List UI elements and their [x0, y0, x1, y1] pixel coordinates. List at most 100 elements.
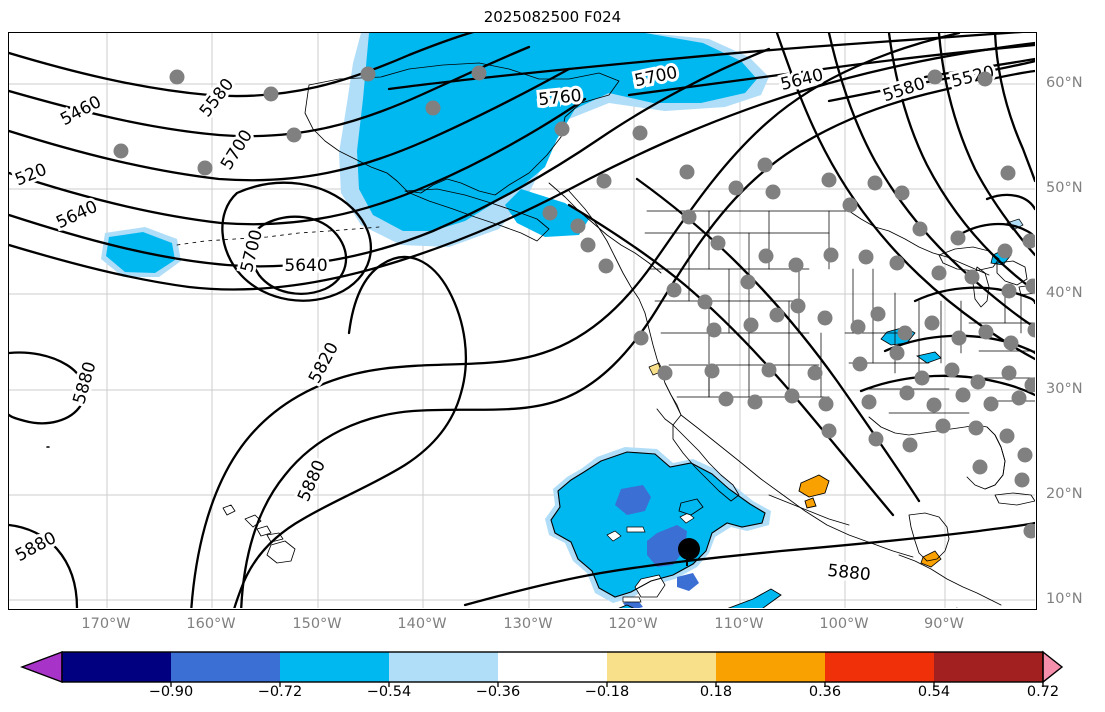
station-dot: [983, 396, 999, 412]
station-dot: [821, 423, 837, 439]
map-container: 5460 5460 5580 5580 5700 5700 520 520 5640 5640 57…: [8, 32, 1037, 610]
colorbar-container[interactable]: [0, 648, 1105, 712]
station-dot: [740, 274, 756, 290]
station-dot: [868, 431, 884, 447]
station-dot: [897, 325, 913, 341]
station-dot: [679, 164, 695, 180]
contour-5820: [190, 33, 961, 608]
contour-label-text: 5460: [57, 92, 105, 130]
colorbar-tick-label-4: −0.18: [584, 684, 630, 700]
station-dot: [852, 356, 868, 372]
lat-tick-label-4: 20°N: [1046, 486, 1083, 502]
shade-epac-sat3: [678, 498, 704, 516]
coast-mexico-west: [680, 414, 914, 558]
coast-bc: [568, 190, 646, 314]
shade-epac-sliver2: [622, 596, 642, 603]
contour-label-text: 5640: [284, 256, 327, 276]
colorbar-extend-low: [20, 650, 63, 684]
station-dot: [823, 247, 839, 263]
station-dot: [596, 173, 612, 189]
station-dot: [633, 330, 649, 346]
lat-tick-label-5: 10°N: [1046, 591, 1083, 607]
contour-label-text: 5880: [826, 561, 871, 585]
lon-tick-label-2: 150°W: [292, 616, 342, 632]
station-dot: [842, 197, 858, 213]
colorbar-segment-5: [607, 652, 716, 682]
shade-epac-hole: [634, 574, 666, 598]
colorbar-tick-label-1: −0.72: [257, 684, 303, 700]
shade-epac-sliver1: [626, 526, 646, 533]
colorbar-tick-label-3: −0.36: [475, 684, 521, 700]
station-dot: [632, 125, 648, 141]
station-dot: [788, 257, 804, 273]
lon-tick-label-4: 130°W: [503, 616, 553, 632]
station-dot: [757, 157, 773, 173]
shade-epac-outline: [550, 451, 766, 598]
station-dot: [955, 387, 971, 403]
shade-epac-sliver4: [679, 512, 695, 524]
coast-se-alaska: [548, 182, 662, 274]
colorbar-tick-label-0: −0.90: [148, 684, 194, 700]
shade-pos-mexico-small: [804, 497, 817, 509]
station-dot: [935, 418, 951, 434]
coast-baja: [672, 424, 740, 502]
lat-tick-label-3: 30°N: [1046, 381, 1083, 397]
station-dot: [972, 459, 988, 475]
colorbar-ticks: [170, 682, 1044, 687]
station-dot: [924, 315, 940, 331]
lake-superior: [938, 246, 1000, 272]
colorbar-segment-4: [498, 652, 607, 682]
lon-tick-label-6: 110°W: [714, 616, 764, 632]
station-dot: [912, 221, 928, 237]
station-dot: [1022, 233, 1035, 249]
station-dot: [1017, 447, 1033, 463]
station-dot: [1025, 278, 1035, 294]
station-dot: [718, 391, 734, 407]
station-dot: [931, 265, 947, 281]
colorbar-segments: [20, 650, 1064, 684]
station-dot: [970, 374, 986, 390]
map-plot-area[interactable]: 5460 5460 5580 5580 5700 5700 520 520 5640 5640 57…: [8, 32, 1037, 610]
contour-label-text: 5580: [196, 75, 238, 121]
contour-label-text: 5580: [880, 74, 927, 106]
station-dot: [657, 365, 673, 381]
contour-5880-upperleft: [9, 351, 86, 425]
station-dot: [818, 396, 834, 412]
station-dot: [790, 298, 806, 314]
tropical-cyclone-dot[interactable]: [678, 538, 700, 560]
station-dot: [580, 237, 596, 253]
station-dot: [867, 175, 883, 191]
station-dot: [743, 317, 759, 333]
anomaly-shading: [101, 33, 1024, 608]
coast-cuba: [994, 492, 1035, 506]
station-dot: [997, 243, 1013, 259]
station-dot: [821, 172, 837, 188]
station-dot: [554, 121, 570, 137]
shade-greatlakes2: [1006, 218, 1024, 231]
station-dot: [927, 69, 943, 85]
contour-label-text: 5640: [53, 197, 101, 233]
station-dot: [765, 184, 781, 200]
station-dot: [728, 180, 744, 196]
coast-florida: [984, 426, 1006, 490]
station-dot: [542, 205, 558, 221]
station-dot: [113, 143, 129, 159]
contour-low-inner: [249, 215, 348, 295]
cyclone-marker[interactable]: [678, 538, 700, 566]
station-dot: [360, 66, 376, 82]
station-dot: [1024, 377, 1035, 393]
border-mexico: [768, 494, 850, 526]
svg-text:5640: 5640: [284, 256, 327, 276]
contour-5880-hawaii: [233, 255, 468, 608]
station-dot: [964, 269, 980, 285]
station-dot: [977, 71, 993, 87]
contour-label-text: 5880: [294, 457, 330, 505]
lon-tick-label-3: 140°W: [397, 616, 447, 632]
station-dot: [169, 69, 185, 85]
station-dot: [1014, 472, 1030, 488]
station-dot: [747, 394, 763, 410]
